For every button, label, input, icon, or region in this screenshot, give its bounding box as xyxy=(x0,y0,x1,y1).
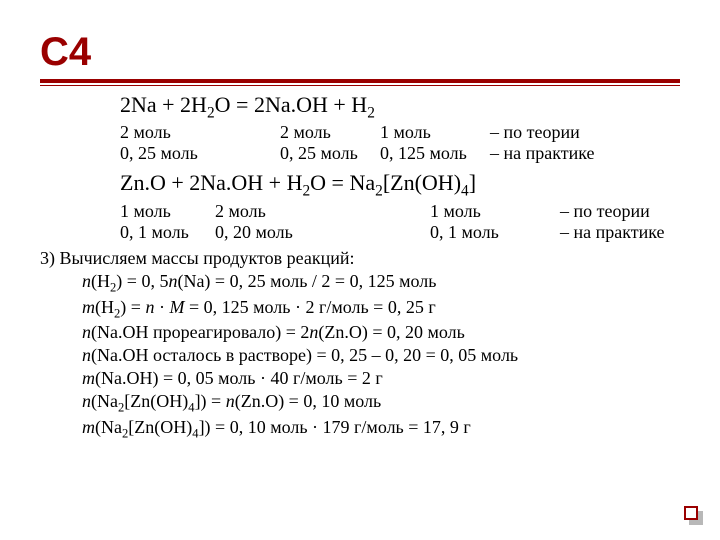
eq2-theory-row: 1 моль 2 моль 1 моль – по теории xyxy=(120,201,670,222)
eq2-prod-theory: 1 моль xyxy=(430,201,560,222)
calc-line-1: n(H2) = 0, 5n(Na) = 0, 25 моль / 2 = 0, … xyxy=(82,270,670,296)
calc-line-5: m(Na.OH) = 0, 05 моль · 40 г/моль = 2 г xyxy=(82,367,670,390)
equation-2: Zn.O + 2Na.OH + H2O = Na2[Zn(OH)4] xyxy=(120,170,670,200)
eq1-na-theory: 2 моль xyxy=(120,122,280,143)
eq2-practice-row: 0, 1 моль 0, 20 моль 0, 1 моль – на прак… xyxy=(120,222,670,243)
calc-line-3: n(Na.OH прореагировало) = 2n(Zn.O) = 0, … xyxy=(82,321,670,344)
eq2-zno-theory: 1 моль xyxy=(120,201,215,222)
equation-1: 2Na + 2H2O = 2Na.OH + H2 xyxy=(120,92,670,122)
calc-line-2: m(H2) = n · M = 0, 125 моль · 2 г/моль =… xyxy=(82,296,670,322)
eq1-practice-row: 0, 25 моль 0, 25 моль 0, 125 моль – на п… xyxy=(120,143,670,164)
calc-line-7: m(Na2[Zn(OH)4]) = 0, 10 моль · 179 г/мол… xyxy=(82,416,670,442)
eq1-h2-practice: 0, 125 моль xyxy=(380,143,490,164)
calc-heading: 3) Вычисляем массы продуктов реакций: xyxy=(40,248,355,268)
eq1-naoh-theory: 2 моль xyxy=(280,122,380,143)
eq1-theory-row: 2 моль 2 моль 1 моль – по теории xyxy=(120,122,670,143)
eq2-zno-practice: 0, 1 моль xyxy=(120,222,215,243)
calc-line-6: n(Na2[Zn(OH)4]) = n(Zn.O) = 0, 10 моль xyxy=(82,390,670,416)
eq1-note-theory: – по теории xyxy=(490,122,620,143)
eq2-note-practice: – на практике xyxy=(560,222,665,243)
eq2-naoh-practice: 0, 20 моль xyxy=(215,222,430,243)
slide-title: С4 xyxy=(40,30,670,75)
eq1-h2-theory: 1 моль xyxy=(380,122,490,143)
eq2-note-theory: – по теории xyxy=(560,201,650,222)
eq2-prod-practice: 0, 1 моль xyxy=(430,222,560,243)
title-rule-thin xyxy=(40,85,680,86)
eq2-naoh-theory: 2 моль xyxy=(215,201,430,222)
slide-marker-icon xyxy=(684,506,698,520)
title-rule-thick xyxy=(40,79,680,83)
calculations: 3) Вычисляем массы продуктов реакций: n(… xyxy=(40,247,670,442)
eq1-na-practice: 0, 25 моль xyxy=(120,143,280,164)
calc-line-4: n(Na.OH осталось в растворе) = 0, 25 – 0… xyxy=(82,344,670,367)
eq1-note-practice: – на практике xyxy=(490,143,620,164)
eq1-naoh-practice: 0, 25 моль xyxy=(280,143,380,164)
